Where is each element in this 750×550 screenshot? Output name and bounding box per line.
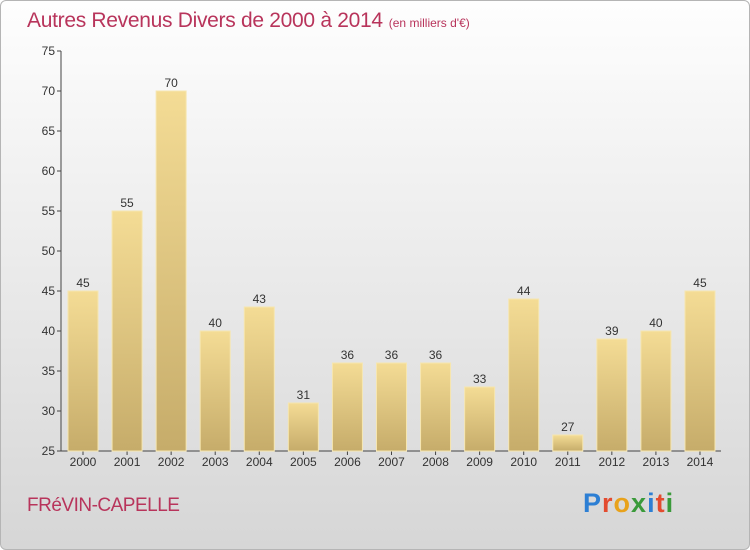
bar [464,386,496,452]
bar [684,290,716,452]
bar-value-label: 70 [164,76,178,90]
x-tick-label: 2005 [290,455,317,469]
x-tick-label: 2008 [422,455,449,469]
bar [640,330,672,452]
x-tick-label: 2007 [378,455,405,469]
y-tick-label: 65 [42,124,56,138]
bar [155,90,187,452]
commune-name: FRéVIN-CAPELLE [27,495,180,516]
x-tick-label: 2003 [202,455,229,469]
bar-value-label: 40 [209,316,223,330]
bar-value-label: 40 [649,316,663,330]
x-tick-label: 2002 [158,455,185,469]
y-tick-label: 45 [42,284,56,298]
y-tick-label: 35 [42,364,56,378]
logo-letter: t [655,488,666,518]
x-tick-label: 2009 [466,455,493,469]
chart-unit: (en milliers d'€) [388,16,470,30]
bar [287,402,319,452]
y-tick-label: 75 [42,44,56,58]
logo-letter: r [602,488,614,518]
y-tick-label: 60 [42,164,56,178]
bars: 45 55 70 40 43 31 36 36 36 33 44 27 39 40 45 [67,76,716,452]
bar [375,362,407,452]
bar-value-label: 39 [605,324,619,338]
proxiti-logo: Proxiti [583,488,674,519]
bar-value-label: 36 [341,348,355,362]
x-tick-label: 2011 [555,455,581,469]
bar [111,210,143,452]
bar [67,290,99,452]
bar-value-label: 43 [253,292,267,306]
bar-value-label: 31 [297,388,311,402]
logo-letter: P [583,488,603,518]
bar-value-label: 44 [517,284,531,298]
bar [199,330,231,452]
bar [508,298,540,452]
logo-letter: x [631,488,648,518]
y-tick-label: 25 [42,444,56,458]
x-tick-label: 2013 [643,455,670,469]
bar-value-label: 45 [76,276,90,290]
bar [331,362,363,452]
bar-value-label: 36 [385,348,399,362]
bar-value-label: 45 [693,276,707,290]
x-tick-label: 2000 [70,455,97,469]
bar [420,362,452,452]
y-tick-label: 40 [42,324,56,338]
bar-value-label: 27 [561,420,575,434]
y-tick-label: 55 [42,204,56,218]
logo-letter: i [647,488,656,518]
y-tick-label: 70 [42,84,56,98]
bar [596,338,628,452]
logo-letter: o [613,488,632,518]
logo-letter: i [665,488,675,518]
x-tick-label: 2014 [687,455,714,469]
chart-title-block: Autres Revenus Divers de 2000 à 2014 (en … [27,9,470,33]
x-tick-label: 2010 [510,455,537,469]
x-tick-label: 2001 [114,455,141,469]
bar [243,306,275,452]
x-tick-label: 2012 [598,455,625,469]
y-tick-label: 50 [42,244,56,258]
y-tick-label: 30 [42,404,56,418]
x-tick-label: 2004 [246,455,273,469]
chart-title: Autres Revenus Divers de 2000 à 2014 [27,9,383,32]
bar-value-label: 55 [120,196,134,210]
bar-value-label: 33 [473,372,487,386]
bar [552,434,584,452]
bar-value-label: 36 [429,348,443,362]
x-tick-label: 2006 [334,455,361,469]
